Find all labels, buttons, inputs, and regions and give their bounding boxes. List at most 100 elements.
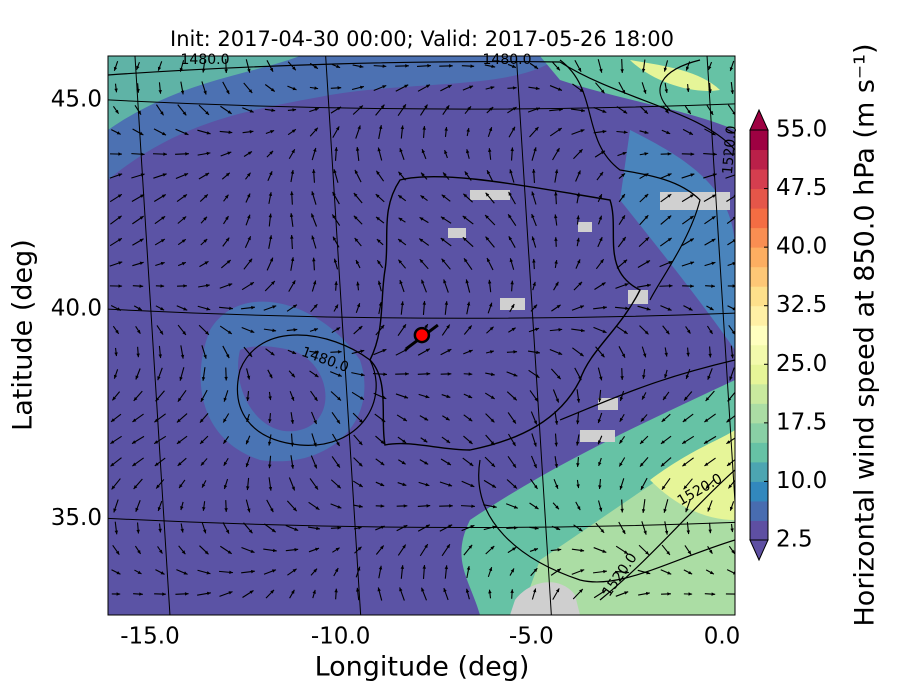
wind-arrow-head bbox=[732, 571, 735, 575]
wind-arrow-head bbox=[661, 485, 666, 490]
wind-arrow-head bbox=[200, 440, 204, 444]
wind-arrow-head bbox=[510, 147, 514, 152]
wind-arrow-head bbox=[268, 192, 273, 197]
wind-arrow-head bbox=[402, 544, 406, 549]
wind-arrow-head bbox=[113, 66, 118, 71]
wind-arrow-head bbox=[641, 509, 646, 513]
wind-arrow-head bbox=[623, 259, 628, 264]
wind-arrow-head bbox=[533, 568, 538, 573]
wind-arrow-head bbox=[425, 524, 430, 529]
colorbar-tick-label: 25.0 bbox=[776, 351, 827, 377]
wind-arrow-head bbox=[136, 353, 140, 358]
wind-arrow-head bbox=[489, 326, 494, 331]
wind-arrow-head bbox=[440, 238, 445, 242]
wind-arrow-head bbox=[158, 89, 162, 94]
wind-arrow-head bbox=[202, 507, 206, 511]
wind-arrow-head bbox=[400, 301, 405, 306]
wind-arrows bbox=[109, 59, 735, 601]
wind-arrow-head bbox=[730, 90, 735, 94]
wind-arrow-head bbox=[313, 420, 317, 425]
wind-arrow-head bbox=[132, 418, 137, 422]
wind-arrow-head bbox=[249, 282, 254, 286]
wind-arrow-head bbox=[251, 305, 255, 310]
wind-arrow-head bbox=[487, 258, 491, 263]
wind-arrow-head bbox=[376, 170, 380, 175]
wind-arrow-head bbox=[488, 567, 493, 572]
colorbar-tick-label: 40.0 bbox=[776, 234, 827, 260]
wind-arrow-head bbox=[534, 484, 538, 489]
wind-arrow-head bbox=[421, 149, 426, 154]
wind-arrow-head bbox=[163, 152, 167, 156]
wind-arrow-head bbox=[686, 530, 690, 535]
colorbar-band bbox=[750, 169, 768, 190]
wind-arrow-head bbox=[532, 169, 536, 173]
wind-arrow-head bbox=[334, 588, 338, 593]
wind-arrow-head bbox=[731, 549, 735, 554]
wind-arrow-head bbox=[510, 280, 514, 285]
wind-arrow-head bbox=[118, 173, 123, 177]
wind-arrow-head bbox=[685, 66, 690, 71]
wind-arrow-head bbox=[292, 86, 297, 91]
wind-arrow-head bbox=[203, 90, 207, 95]
wind-arrow-head bbox=[248, 89, 253, 94]
wind-arrow-head bbox=[161, 216, 166, 220]
wind-arrow-head bbox=[206, 591, 211, 596]
wind-arrow-head bbox=[667, 194, 672, 198]
wind-arrow-head bbox=[334, 281, 338, 285]
wind-arrow-head bbox=[334, 304, 339, 309]
colorbar-extend-max bbox=[749, 108, 769, 131]
wind-arrow-head bbox=[603, 569, 607, 574]
wind-arrow-head bbox=[355, 260, 360, 265]
plot-frame bbox=[107, 55, 736, 616]
wind-arrow-head bbox=[382, 349, 387, 353]
wind-arrow-head bbox=[708, 66, 712, 70]
wind-arrow-head bbox=[132, 440, 136, 444]
wind-arrow-head bbox=[578, 376, 582, 381]
wind-arrow-head bbox=[667, 237, 672, 242]
wind-band bbox=[200, 301, 365, 462]
colorbar-tick-label: 32.5 bbox=[776, 292, 827, 318]
wind-arrow-head bbox=[227, 151, 232, 155]
wind-arrow-head bbox=[292, 66, 296, 71]
wind-arrow-head bbox=[533, 147, 537, 152]
wind-arrow-head bbox=[314, 127, 318, 132]
wind-arrow-head bbox=[687, 550, 692, 555]
wind-arrow-head bbox=[463, 193, 468, 198]
wind-arrow-head bbox=[132, 462, 137, 467]
wind-arrow bbox=[725, 174, 735, 179]
wind-arrow-head bbox=[601, 590, 606, 594]
x-tick-label: -15.0 bbox=[120, 624, 180, 650]
wind-arrow-head bbox=[513, 484, 517, 489]
wind-arrow-head bbox=[487, 170, 491, 175]
wind-arrow-head bbox=[246, 375, 251, 380]
wind-arrow-head bbox=[554, 169, 559, 174]
missing-data bbox=[510, 582, 580, 615]
wind-arrow-head bbox=[290, 442, 294, 447]
wind-arrow-head bbox=[579, 589, 583, 593]
wind-arrow-head bbox=[136, 529, 140, 534]
wind-arrow-head bbox=[114, 352, 118, 357]
wind-arrow-head bbox=[332, 214, 336, 219]
wind-arrow-head bbox=[711, 216, 716, 220]
wind-arrow-head bbox=[644, 152, 649, 156]
wind-arrow-head bbox=[619, 485, 623, 490]
wind-arrow-head bbox=[577, 506, 581, 511]
wind-arrow-head bbox=[491, 64, 496, 69]
wind-arrow-head bbox=[578, 281, 583, 286]
wind-arrow bbox=[727, 239, 735, 246]
contour-label: 1480.0 bbox=[181, 52, 230, 68]
wind-arrow-head bbox=[312, 280, 317, 285]
wind-arrow-head bbox=[355, 147, 360, 151]
wind-arrow-head bbox=[667, 173, 672, 177]
wind-arrow-head bbox=[246, 418, 250, 422]
wind-arrow-head bbox=[731, 330, 735, 335]
wind-arrow-head bbox=[291, 149, 295, 154]
wind-arrow-head bbox=[536, 350, 540, 355]
wind-arrow-head bbox=[248, 352, 253, 357]
wind-arrow-head bbox=[512, 396, 517, 401]
wind-arrow-head bbox=[732, 216, 735, 220]
wind-arrow-head bbox=[184, 131, 189, 135]
wind-arrow-head bbox=[446, 324, 450, 329]
wind-arrow-head bbox=[292, 350, 297, 354]
wind-arrow-head bbox=[268, 486, 273, 491]
